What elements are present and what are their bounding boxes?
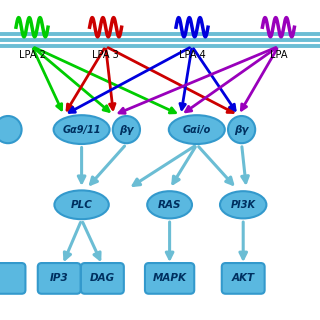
FancyBboxPatch shape (81, 263, 124, 294)
Text: βγ: βγ (234, 124, 249, 135)
Ellipse shape (228, 116, 255, 143)
Text: LPA 4: LPA 4 (179, 50, 205, 60)
Text: LPA: LPA (270, 50, 287, 60)
FancyBboxPatch shape (222, 263, 265, 294)
Text: AKT: AKT (232, 273, 255, 284)
FancyBboxPatch shape (145, 263, 194, 294)
Ellipse shape (54, 190, 109, 219)
FancyBboxPatch shape (0, 263, 26, 294)
Text: Gαi/o: Gαi/o (183, 124, 211, 135)
Text: LPA 3: LPA 3 (92, 50, 119, 60)
Ellipse shape (53, 115, 109, 144)
Text: LPA 2: LPA 2 (19, 50, 45, 60)
Text: PI3K: PI3K (231, 200, 256, 210)
Ellipse shape (113, 116, 140, 143)
Text: MAPK: MAPK (153, 273, 187, 284)
Text: RAS: RAS (158, 200, 181, 210)
Text: IP3: IP3 (50, 273, 68, 284)
Text: βγ: βγ (119, 124, 134, 135)
Text: Gα9/11: Gα9/11 (62, 124, 101, 135)
Text: DAG: DAG (90, 273, 115, 284)
Ellipse shape (0, 116, 22, 143)
Text: PLC: PLC (71, 200, 92, 210)
Ellipse shape (147, 191, 192, 218)
Ellipse shape (220, 191, 266, 218)
FancyBboxPatch shape (38, 263, 81, 294)
Ellipse shape (169, 115, 225, 144)
